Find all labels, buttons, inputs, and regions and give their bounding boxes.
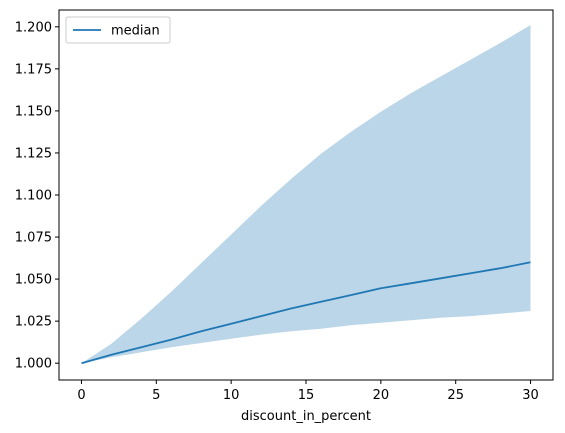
y-tick-label: 1.150 <box>15 104 52 119</box>
confidence-band <box>81 25 531 364</box>
x-tick-label: 25 <box>447 388 464 403</box>
median-line-layer <box>81 261 531 365</box>
x-tick-label: 10 <box>223 388 240 403</box>
y-tick-label: 1.125 <box>15 146 52 161</box>
x-tick-label: 0 <box>77 388 85 403</box>
series-line-median <box>81 261 531 365</box>
x-tick-label: 5 <box>152 388 160 403</box>
confidence-band-layer <box>81 25 531 364</box>
x-tick-label: 15 <box>298 388 315 403</box>
x-tick-label: 20 <box>373 388 390 403</box>
legend-label-median: median <box>111 24 160 39</box>
y-tick-label: 1.025 <box>15 315 52 330</box>
y-tick-label: 1.050 <box>15 273 52 288</box>
y-tick-label: 1.100 <box>15 189 52 204</box>
y-tick-label: 1.000 <box>15 357 52 372</box>
x-axis-label: discount_in_percent <box>241 409 371 424</box>
legend-box <box>65 16 171 44</box>
x-axis-ticks: 0 5 10 15 20 25 30 <box>77 380 539 403</box>
y-axis-ticks: 1.000 1.025 1.050 1.075 1.100 1.125 1.150 1.175… <box>15 20 59 372</box>
x-tick-label: 30 <box>522 388 539 403</box>
y-tick-label: 1.075 <box>15 231 52 246</box>
y-tick-label: 1.175 <box>15 62 52 77</box>
y-tick-label: 1.200 <box>15 20 52 35</box>
legend: median <box>65 16 171 44</box>
